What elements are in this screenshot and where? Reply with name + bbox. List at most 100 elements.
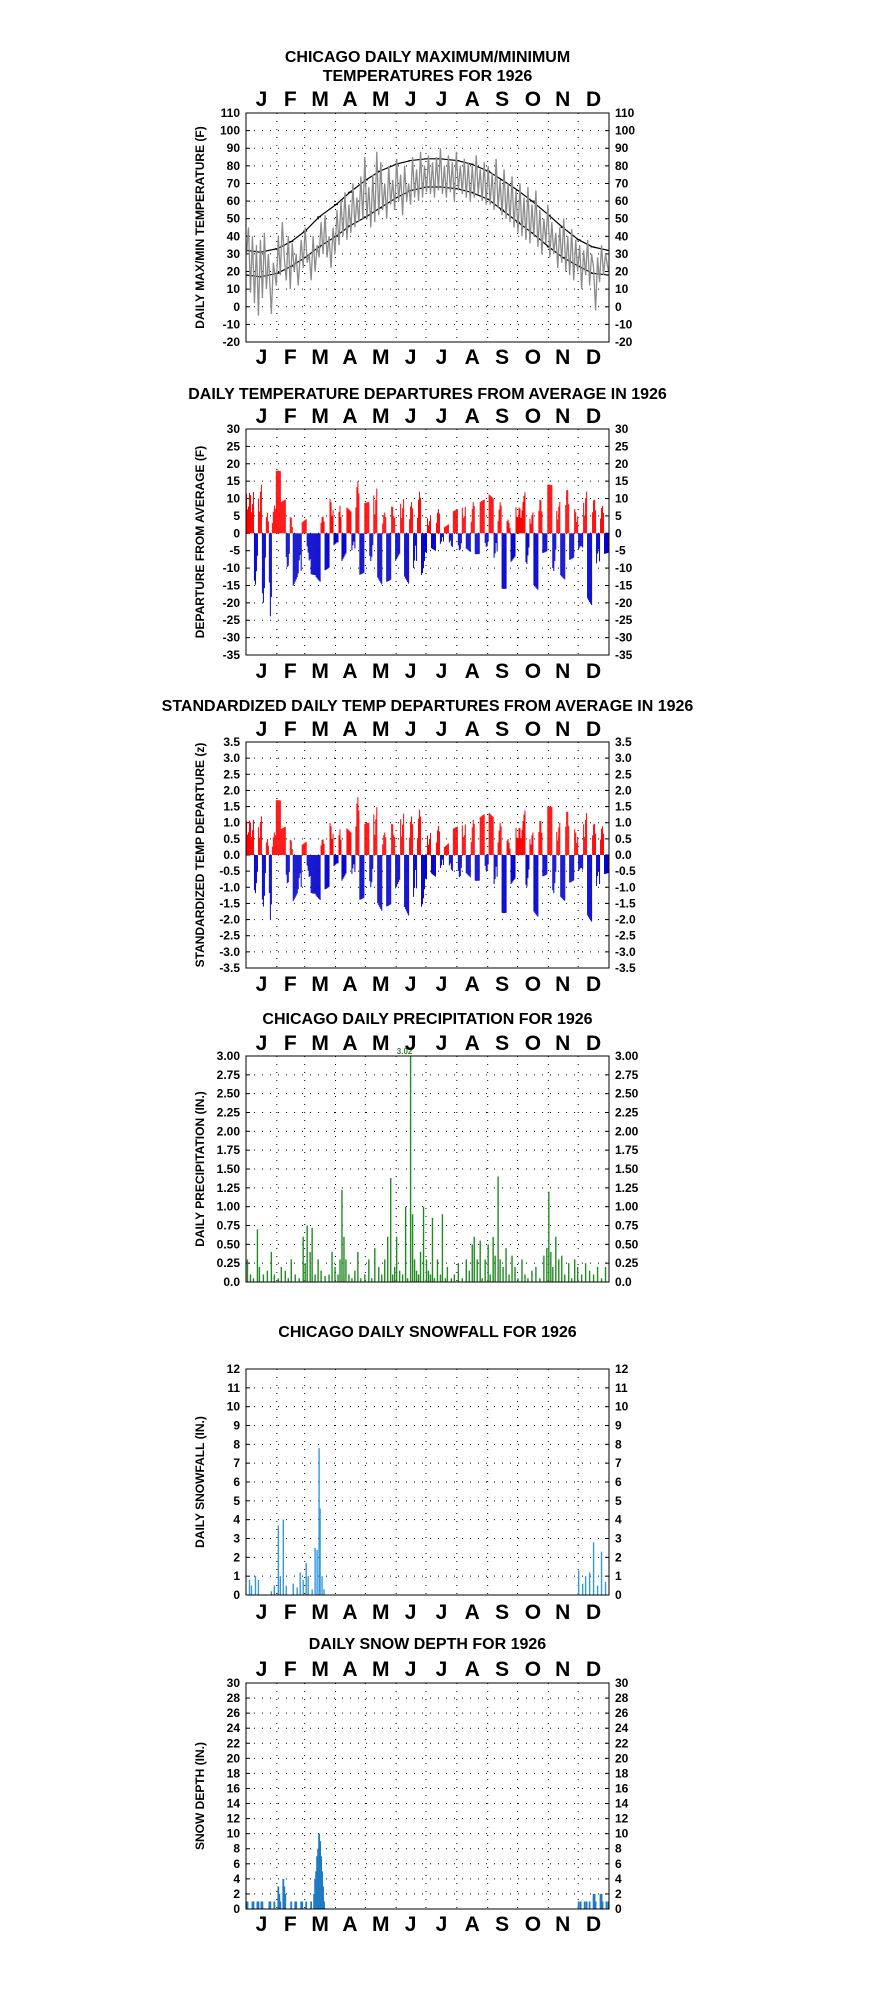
month-label-top: F bbox=[284, 405, 297, 428]
month-label-top: M bbox=[311, 405, 329, 428]
y-tick-label: 24 bbox=[227, 1721, 241, 1735]
y-tick-label: -3.5 bbox=[219, 961, 240, 975]
y-tick-label-right: 5 bbox=[615, 1494, 622, 1508]
month-label-bottom: A bbox=[465, 346, 480, 369]
y-tick-label-right: 3 bbox=[615, 1532, 622, 1546]
y-tick-label: 6 bbox=[233, 1475, 240, 1489]
y-tick-label: 20 bbox=[227, 265, 241, 279]
month-label-bottom: A bbox=[342, 1601, 357, 1624]
y-tick-label: 8 bbox=[233, 1437, 240, 1451]
y-tick-label-right: 28 bbox=[615, 1691, 629, 1705]
month-label-bottom: D bbox=[586, 973, 601, 996]
y-tick-label-right: 26 bbox=[615, 1706, 629, 1720]
y-tick-label: 30 bbox=[227, 247, 241, 261]
y-tick-label-right: 2.50 bbox=[615, 1087, 639, 1101]
y-tick-label-right: 0.75 bbox=[615, 1219, 639, 1233]
y-axis-label: DEPARTURE FROM AVERAGE (F) bbox=[193, 446, 207, 638]
y-axis-label: DAILY MAX/MIN TEMPERATURE (F) bbox=[193, 126, 207, 328]
y-tick-label: 1.5 bbox=[223, 800, 240, 814]
y-tick-label: 11 bbox=[227, 1381, 240, 1395]
y-tick-label: 2.25 bbox=[217, 1106, 241, 1120]
y-tick-label-right: -3.5 bbox=[615, 961, 636, 975]
month-label-bottom: J bbox=[436, 346, 448, 369]
y-tick-label-right: 50 bbox=[615, 212, 629, 226]
month-label-bottom: S bbox=[495, 346, 509, 369]
y-tick-label-right: -2.0 bbox=[615, 913, 636, 927]
month-label-bottom: O bbox=[525, 346, 541, 369]
y-tick-label-right: 1.0 bbox=[615, 816, 632, 830]
month-label-top: M bbox=[372, 1658, 390, 1681]
y-tick-label-right: 7 bbox=[615, 1456, 622, 1470]
month-label-top: M bbox=[311, 1032, 329, 1055]
y-tick-label: 25 bbox=[227, 439, 241, 453]
y-tick-label: 2.00 bbox=[217, 1124, 241, 1138]
month-label-top: A bbox=[465, 88, 480, 111]
y-tick-label: 8 bbox=[233, 1842, 240, 1856]
y-tick-label-right: 4 bbox=[615, 1513, 622, 1527]
y-tick-label-right: 10 bbox=[615, 492, 629, 506]
y-tick-label: 10 bbox=[227, 492, 241, 506]
month-label-bottom: M bbox=[372, 346, 390, 369]
month-label-bottom: J bbox=[256, 973, 268, 996]
month-label-bottom: A bbox=[342, 1913, 357, 1936]
month-label-top: N bbox=[555, 1658, 570, 1681]
month-label-bottom: O bbox=[525, 1601, 541, 1624]
month-label-bottom: S bbox=[495, 1601, 509, 1624]
month-label-top: J bbox=[436, 718, 448, 741]
y-tick-label-right: 0 bbox=[615, 1588, 622, 1602]
month-label-bottom: J bbox=[436, 660, 448, 683]
y-tick-label-right: 40 bbox=[615, 229, 629, 243]
y-tick-label-right: 80 bbox=[615, 159, 629, 173]
y-tick-label-right: 0.25 bbox=[615, 1256, 639, 1270]
y-tick-label-right: 24 bbox=[615, 1721, 629, 1735]
y-tick-label: 22 bbox=[227, 1736, 241, 1750]
month-label-bottom: A bbox=[465, 1913, 480, 1936]
peak-value-label: 3.02 bbox=[397, 1047, 413, 1056]
month-label-top: J bbox=[436, 88, 448, 111]
y-axis-label: DAILY PRECIPITATION (IN.) bbox=[193, 1091, 207, 1247]
chart-title: CHICAGO DAILY PRECIPITATION FOR 1926 bbox=[262, 1011, 592, 1028]
y-tick-label: 0 bbox=[233, 300, 240, 314]
month-label-bottom: D bbox=[586, 1601, 601, 1624]
y-tick-label: 4 bbox=[233, 1872, 240, 1886]
month-label-top: M bbox=[311, 1658, 329, 1681]
month-label-top: A bbox=[342, 88, 357, 111]
month-label-bottom: J bbox=[256, 1601, 268, 1624]
y-tick-label: 10 bbox=[227, 282, 241, 296]
month-label-top: A bbox=[342, 718, 357, 741]
month-label-bottom: D bbox=[586, 1913, 601, 1936]
y-tick-label-right: 4 bbox=[615, 1872, 622, 1886]
y-tick-label-right: 0.5 bbox=[615, 832, 632, 846]
month-label-top: M bbox=[372, 718, 390, 741]
y-tick-label: -1.0 bbox=[219, 880, 240, 894]
y-tick-label-right: -3.0 bbox=[615, 945, 636, 959]
y-tick-label: 3.00 bbox=[217, 1049, 241, 1063]
y-tick-label: 60 bbox=[227, 194, 241, 208]
y-tick-label: 30 bbox=[227, 1676, 241, 1690]
month-label-top: A bbox=[465, 718, 480, 741]
y-tick-label-right: 110 bbox=[615, 106, 635, 120]
y-tick-label-right: 3.00 bbox=[615, 1049, 639, 1063]
month-label-bottom: N bbox=[555, 1601, 570, 1624]
chart-marks bbox=[246, 1056, 607, 1282]
chart-temp: CHICAGO DAILY MAXIMUM/MINIMUM TEMPERATURE… bbox=[193, 49, 635, 369]
y-tick-label-right: 0.0 bbox=[615, 848, 632, 862]
y-tick-label-right: 90 bbox=[615, 141, 629, 155]
month-label-top: A bbox=[465, 1032, 480, 1055]
month-label-top: N bbox=[555, 405, 570, 428]
month-label-top: J bbox=[436, 1658, 448, 1681]
chart-marks bbox=[246, 797, 609, 922]
y-tick-label: 1.0 bbox=[223, 816, 240, 830]
month-label-top: J bbox=[436, 405, 448, 428]
y-tick-label-right: -25 bbox=[615, 613, 633, 627]
month-label-top: A bbox=[342, 405, 357, 428]
y-tick-label: 1.25 bbox=[217, 1181, 241, 1195]
month-label-top: O bbox=[525, 1658, 541, 1681]
month-label-bottom: D bbox=[586, 346, 601, 369]
y-tick-label: 5 bbox=[233, 1494, 240, 1508]
y-tick-label: 20 bbox=[227, 1751, 241, 1765]
y-tick-label: -10 bbox=[223, 317, 241, 331]
y-tick-label: -1.5 bbox=[219, 896, 240, 910]
month-label-bottom: S bbox=[495, 660, 509, 683]
